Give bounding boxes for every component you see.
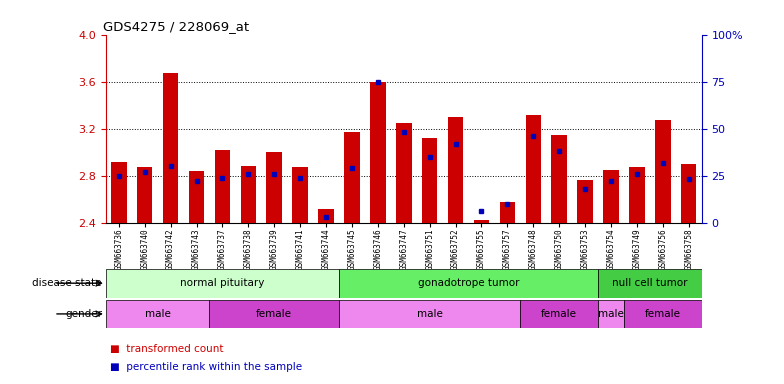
Bar: [655, 121, 670, 223]
Bar: [598, 300, 624, 328]
Bar: [106, 269, 339, 298]
Text: gonadotrope tumor: gonadotrope tumor: [418, 278, 519, 288]
Bar: [448, 117, 463, 223]
Bar: [474, 220, 489, 223]
Bar: [339, 269, 598, 298]
Bar: [521, 300, 598, 328]
Bar: [422, 138, 437, 223]
Bar: [241, 166, 256, 223]
Bar: [215, 150, 230, 223]
Bar: [624, 300, 702, 328]
Bar: [189, 171, 205, 223]
Bar: [318, 209, 334, 223]
Text: disease state: disease state: [32, 278, 102, 288]
Bar: [396, 123, 412, 223]
Text: female: female: [644, 309, 681, 319]
Bar: [111, 162, 126, 223]
Text: female: female: [541, 309, 577, 319]
Bar: [598, 269, 702, 298]
Bar: [106, 300, 209, 328]
Text: ■  transformed count: ■ transformed count: [110, 344, 223, 354]
Text: null cell tumor: null cell tumor: [612, 278, 688, 288]
Bar: [137, 167, 152, 223]
Bar: [163, 73, 179, 223]
Text: GDS4275 / 228069_at: GDS4275 / 228069_at: [103, 20, 249, 33]
Text: male: male: [145, 309, 171, 319]
Bar: [681, 164, 696, 223]
Bar: [344, 132, 360, 223]
Bar: [267, 152, 282, 223]
Bar: [551, 134, 567, 223]
Bar: [370, 82, 386, 223]
Bar: [292, 167, 308, 223]
Bar: [603, 170, 619, 223]
Bar: [209, 300, 339, 328]
Bar: [339, 300, 521, 328]
Text: normal pituitary: normal pituitary: [180, 278, 265, 288]
Bar: [577, 180, 593, 223]
Text: male: male: [598, 309, 624, 319]
Text: ■  percentile rank within the sample: ■ percentile rank within the sample: [110, 362, 302, 372]
Bar: [629, 167, 644, 223]
Bar: [525, 114, 541, 223]
Text: male: male: [417, 309, 443, 319]
Bar: [499, 202, 515, 223]
Text: female: female: [256, 309, 292, 319]
Text: gender: gender: [65, 309, 102, 319]
